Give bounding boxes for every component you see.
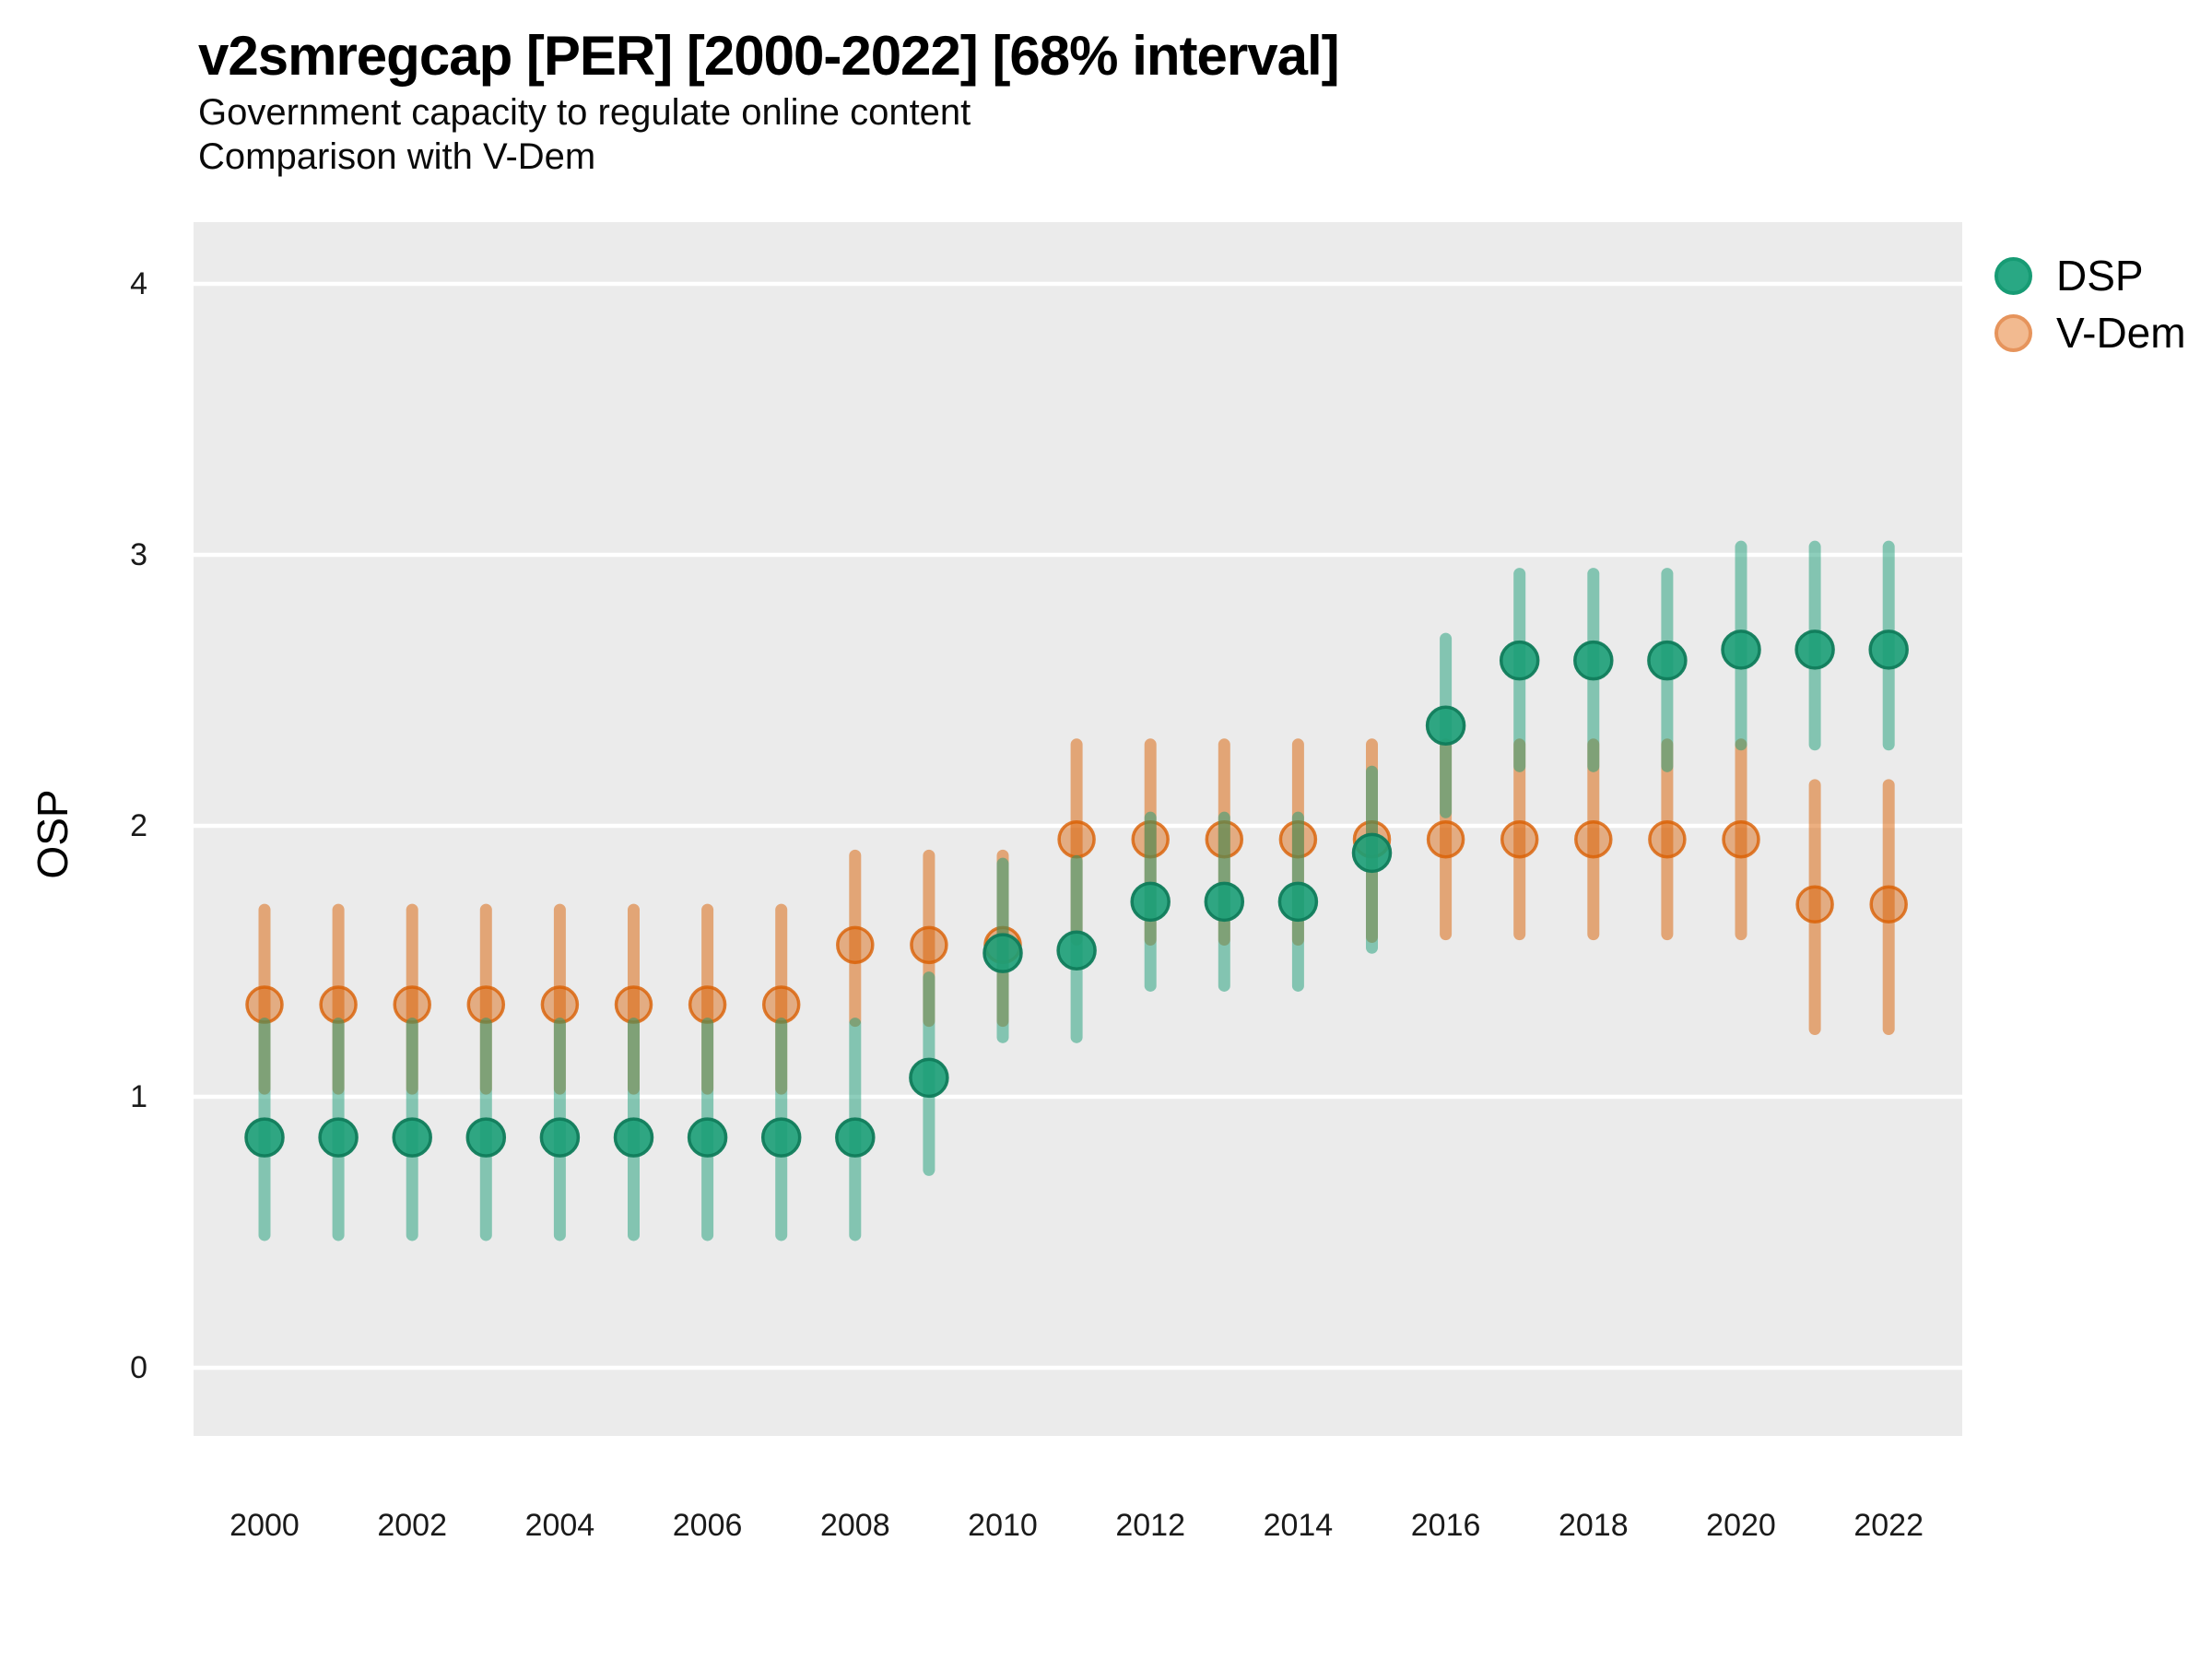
- legend-label-vdem: V-Dem: [2056, 309, 2186, 357]
- x-tick-label-2002: 2002: [377, 1508, 447, 1543]
- point-vdem-2003: [466, 985, 506, 1024]
- point-dsp-2019: [1647, 640, 1688, 681]
- x-tick-label-2014: 2014: [1263, 1508, 1334, 1543]
- point-dsp-2017: [1499, 640, 1540, 681]
- vdem-legend-marker-icon: [1994, 313, 2032, 352]
- point-dsp-2016: [1425, 705, 1466, 746]
- point-dsp-2022: [1868, 629, 1909, 670]
- y-tick-label-4: 4: [130, 266, 147, 301]
- x-tick-label-2018: 2018: [1558, 1508, 1629, 1543]
- point-vdem-2016: [1426, 819, 1465, 859]
- point-vdem-2018: [1574, 819, 1613, 859]
- point-dsp-2000: [244, 1117, 285, 1158]
- y-tick-label-1: 1: [130, 1079, 147, 1114]
- point-vdem-2005: [614, 985, 653, 1024]
- x-tick-label-2006: 2006: [672, 1508, 743, 1543]
- point-dsp-2005: [613, 1117, 654, 1158]
- x-tick-label-2016: 2016: [1410, 1508, 1481, 1543]
- chart-title: v2smregcap [PER] [2000-2022] [68% interv…: [198, 25, 1340, 87]
- point-dsp-2011: [1056, 930, 1097, 971]
- point-dsp-2012: [1130, 881, 1171, 923]
- dsp-legend-marker-icon: [1994, 256, 2032, 295]
- x-tick-label-2010: 2010: [968, 1508, 1038, 1543]
- point-dsp-2014: [1277, 881, 1319, 923]
- point-dsp-2002: [392, 1117, 432, 1158]
- legend: DSP V-Dem: [1982, 247, 2186, 361]
- point-vdem-2009: [910, 925, 948, 965]
- point-vdem-2000: [245, 985, 284, 1024]
- point-dsp-2021: [1794, 629, 1835, 670]
- point-vdem-2017: [1500, 819, 1539, 859]
- y-tick-label-0: 0: [130, 1350, 147, 1385]
- x-tick-label-2000: 2000: [229, 1508, 300, 1543]
- point-vdem-2011: [1057, 819, 1096, 859]
- point-vdem-2008: [836, 925, 875, 965]
- point-vdem-2007: [761, 985, 801, 1024]
- x-tick-label-2004: 2004: [524, 1508, 595, 1543]
- x-tick-label-2008: 2008: [819, 1508, 890, 1543]
- point-dsp-2015: [1351, 832, 1393, 874]
- chart-subtitle-line2: Comparison with V-Dem: [198, 136, 596, 177]
- dsp-points: [244, 629, 1909, 1158]
- x-tick-label-2012: 2012: [1115, 1508, 1185, 1543]
- point-vdem-2002: [393, 985, 431, 1024]
- point-dsp-2001: [318, 1117, 359, 1158]
- point-dsp-2008: [835, 1117, 876, 1158]
- point-vdem-2019: [1648, 819, 1687, 859]
- point-vdem-2021: [1795, 885, 1834, 924]
- legend-item-vdem: V-Dem: [1982, 304, 2186, 361]
- point-dsp-2018: [1573, 640, 1614, 681]
- y-tick-label-3: 3: [130, 537, 147, 572]
- plot-panel: [194, 222, 1962, 1436]
- point-dsp-2009: [909, 1057, 949, 1099]
- point-dsp-2003: [465, 1117, 507, 1158]
- x-tick-label-2020: 2020: [1706, 1508, 1776, 1543]
- point-dsp-2004: [539, 1117, 581, 1158]
- gridlines: [194, 281, 1962, 1371]
- point-vdem-2022: [1869, 885, 1908, 924]
- point-dsp-2020: [1721, 629, 1761, 670]
- point-vdem-2020: [1722, 819, 1760, 859]
- x-tick-label-2022: 2022: [1853, 1508, 1924, 1543]
- point-dsp-2013: [1204, 881, 1245, 923]
- chart-subtitle-line1: Government capacity to regulate online c…: [198, 92, 971, 133]
- point-vdem-2004: [540, 985, 580, 1024]
- y-tick-label-2: 2: [130, 808, 147, 843]
- legend-item-dsp: DSP: [1982, 247, 2186, 304]
- point-vdem-2001: [319, 985, 358, 1024]
- point-dsp-2006: [687, 1117, 728, 1158]
- point-dsp-2010: [982, 933, 1023, 973]
- point-vdem-2006: [688, 985, 727, 1024]
- legend-label-dsp: DSP: [2056, 252, 2144, 300]
- point-dsp-2007: [760, 1117, 802, 1158]
